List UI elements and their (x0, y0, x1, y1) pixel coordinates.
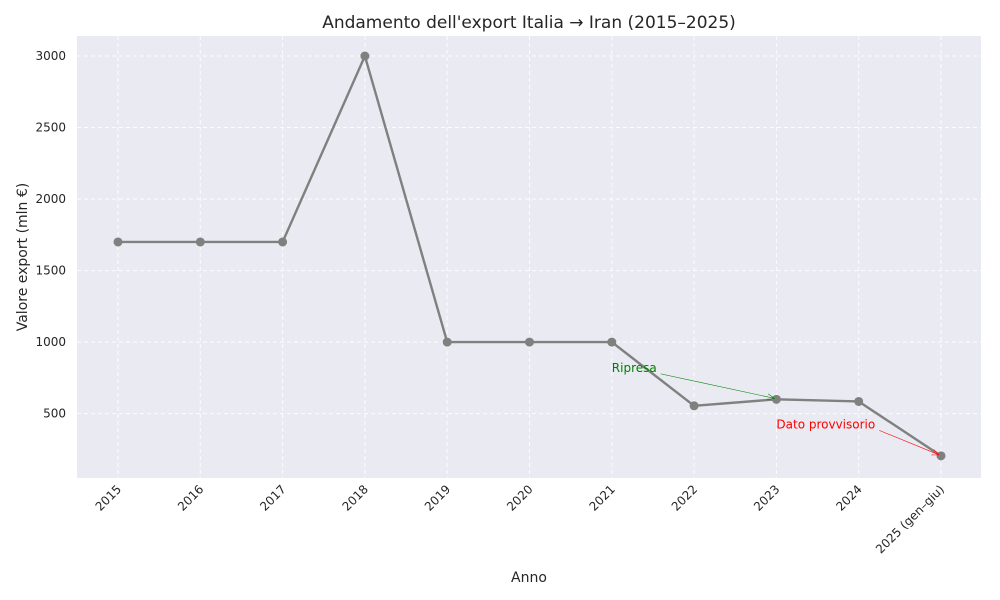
y-tick-label: 500 (43, 407, 66, 421)
x-tick-label: 2015 (93, 482, 124, 513)
data-point (442, 337, 452, 347)
y-tick-label: 2000 (35, 192, 66, 206)
y-axis-ticks: 500 1000 1500 2000 2500 3000 (35, 49, 66, 421)
y-tick-label: 3000 (35, 49, 66, 63)
data-point (525, 337, 534, 347)
x-tick-label: 2025 (gen–giu) (873, 482, 947, 556)
annotation-arrow (879, 430, 940, 456)
y-tick-label: 2500 (35, 121, 66, 135)
x-tick-label: 2017 (257, 482, 288, 513)
y-axis-label: Valore export (mln €) (15, 183, 31, 332)
x-tick-label: 2020 (504, 482, 535, 513)
data-point (360, 51, 370, 61)
data-point (689, 401, 699, 411)
x-tick-label: 2024 (833, 482, 864, 513)
chart-title: Andamento dell'export Italia → Iran (201… (322, 13, 736, 33)
y-tick-label: 1000 (35, 335, 66, 349)
data-point (607, 337, 617, 347)
annotations: Ripresa Dato provvisorio (612, 361, 940, 456)
annotation-label: Ripresa (612, 361, 657, 375)
annotation-arrowhead (766, 393, 776, 401)
data-points (113, 51, 946, 461)
x-tick-label: 2022 (669, 482, 700, 513)
y-tick-label: 1500 (35, 264, 66, 278)
annotation-arrowhead (931, 449, 940, 456)
x-axis-ticks: 2015 2016 2017 2018 2019 2020 2021 2022 2023 2024… (93, 482, 947, 556)
x-tick-label: 2021 (586, 482, 617, 513)
x-tick-label: 2018 (340, 482, 371, 513)
x-axis-label: Anno (511, 570, 547, 586)
data-point (854, 396, 864, 406)
data-point (113, 237, 123, 247)
x-tick-label: 2019 (422, 482, 453, 513)
x-tick-label: 2023 (751, 482, 782, 513)
data-point (936, 451, 946, 461)
data-point (278, 237, 288, 247)
annotation-arrow (660, 373, 775, 399)
x-tick-label: 2016 (175, 482, 206, 513)
annotation-label: Dato provvisorio (776, 417, 875, 431)
data-point (195, 237, 205, 247)
grid-lines (77, 36, 981, 478)
data-point (771, 394, 781, 404)
